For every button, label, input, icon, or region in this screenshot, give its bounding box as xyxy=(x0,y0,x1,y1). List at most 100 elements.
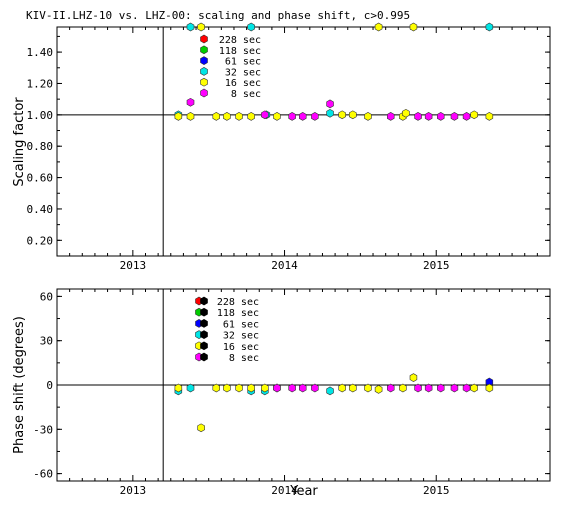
data-point xyxy=(485,22,494,32)
legend-marker-reference xyxy=(200,296,208,306)
data-point xyxy=(450,112,459,121)
legend-marker xyxy=(200,45,208,55)
x-tick-label: 2014 xyxy=(271,259,298,272)
legend-marker-reference xyxy=(200,341,208,351)
data-point xyxy=(485,112,494,121)
data-point xyxy=(414,112,422,121)
data-point xyxy=(326,99,334,109)
y-axis-label-scaling: Scaling factor xyxy=(12,97,27,187)
legend-marker-reference xyxy=(200,352,208,362)
data-point xyxy=(386,112,395,121)
x-tick-label: 2014 xyxy=(271,484,298,497)
x-tick-label: 2015 xyxy=(423,484,450,497)
data-point xyxy=(247,22,255,32)
data-point xyxy=(186,22,195,32)
data-point xyxy=(261,383,269,393)
data-point xyxy=(311,383,319,393)
data-point xyxy=(326,108,334,118)
data-point xyxy=(235,112,243,121)
legend-label: 32 sec xyxy=(223,331,259,342)
data-point xyxy=(288,112,296,121)
data-point xyxy=(298,112,307,121)
data-point xyxy=(212,112,220,121)
data-point xyxy=(462,112,471,121)
y-tick-label: 0.80 xyxy=(27,140,54,153)
data-point xyxy=(436,383,445,393)
y-tick-label: -60 xyxy=(33,468,53,481)
data-point xyxy=(186,112,195,121)
data-point xyxy=(298,383,307,393)
data-point xyxy=(414,383,422,393)
legend-marker-reference xyxy=(200,319,208,328)
x-tick-label: 2013 xyxy=(120,484,147,497)
data-point xyxy=(409,22,418,32)
legend-label: 8 sec xyxy=(229,353,259,364)
data-point xyxy=(450,383,459,393)
legend-label: 228 sec xyxy=(219,35,261,46)
x-axis-label: Year xyxy=(289,484,318,499)
y-tick-label: 0 xyxy=(46,379,53,392)
data-point xyxy=(348,383,357,393)
data-point xyxy=(212,383,220,393)
data-point xyxy=(223,112,231,121)
data-point xyxy=(326,386,334,396)
data-point xyxy=(174,383,183,393)
y-tick-label: 30 xyxy=(40,335,53,348)
reference-lines-scaling xyxy=(57,27,550,256)
legend-label: 8 sec xyxy=(231,89,261,100)
data-points-phase xyxy=(174,373,494,433)
y-ticks-scaling: 0.20 0.40 0.60 0.80 1.00 1.20 1.40 xyxy=(27,35,550,257)
data-point xyxy=(374,22,383,32)
y-tick-label: 60 xyxy=(40,290,53,303)
data-point xyxy=(273,112,281,121)
data-point xyxy=(348,110,357,120)
data-point xyxy=(386,383,395,393)
data-point xyxy=(174,112,183,121)
plot-frame-scaling xyxy=(56,26,551,257)
chart-title: KIV-II.LHZ-10 vs. LHZ-00: scaling and ph… xyxy=(26,9,410,22)
data-point xyxy=(338,383,346,393)
x-tick-label: 2013 xyxy=(120,259,147,272)
legend-marker xyxy=(200,77,208,87)
data-point xyxy=(186,383,195,393)
y-tick-label: 0.20 xyxy=(27,234,54,247)
data-point xyxy=(247,112,255,121)
data-point xyxy=(364,112,372,121)
x-ticks-phase: 2013 2014 2015 xyxy=(56,289,551,497)
data-point xyxy=(402,108,410,118)
data-point xyxy=(424,112,433,121)
y-tick-label: 1.20 xyxy=(27,77,54,90)
data-point xyxy=(462,383,471,393)
data-point xyxy=(470,110,478,120)
data-point xyxy=(223,383,231,393)
legend-label: 61 sec xyxy=(223,319,259,330)
data-point xyxy=(485,383,494,393)
data-point xyxy=(186,97,195,107)
legend-label: 16 sec xyxy=(225,78,261,89)
legend-label: 118 sec xyxy=(219,46,261,57)
data-point xyxy=(273,383,281,393)
y-axis-label-phase: Phase shift (degrees) xyxy=(12,316,27,454)
data-point xyxy=(470,383,478,393)
y-tick-label: 1.40 xyxy=(27,46,54,59)
data-point xyxy=(364,383,372,393)
legend-marker xyxy=(200,67,208,76)
legend-label: 16 sec xyxy=(223,342,259,353)
data-point xyxy=(197,22,205,32)
data-point xyxy=(436,112,445,121)
data-point xyxy=(288,383,296,393)
x-ticks-scaling: 2013 2014 2015 xyxy=(56,27,551,272)
data-point xyxy=(424,383,433,393)
y-tick-label: 0.40 xyxy=(27,203,54,216)
legend-marker-reference xyxy=(200,330,208,339)
data-point xyxy=(374,385,383,394)
y-tick-label: -30 xyxy=(33,423,53,436)
legend-marker-reference xyxy=(200,307,208,317)
data-point xyxy=(338,110,346,120)
y-tick-label: 1.00 xyxy=(27,109,54,122)
data-point xyxy=(197,423,205,433)
legend-marker xyxy=(200,34,208,44)
data-points-scaling xyxy=(174,22,494,121)
legend-marker xyxy=(200,56,208,65)
